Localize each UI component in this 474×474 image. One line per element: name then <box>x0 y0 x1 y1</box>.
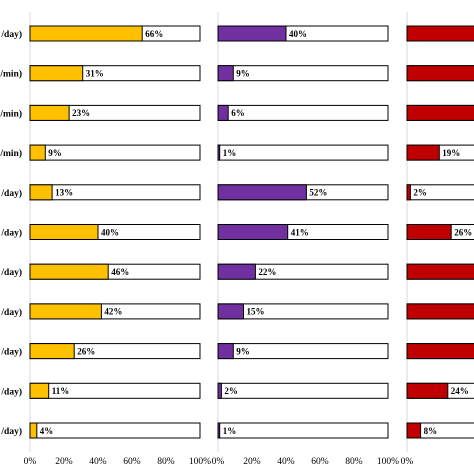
row-label: /day) <box>0 307 22 318</box>
bar-value <box>217 422 221 439</box>
bar-value <box>29 382 50 399</box>
bar-value <box>217 303 244 320</box>
bar-data-label: 2% <box>224 386 238 396</box>
bar-data-label: 9% <box>236 346 250 356</box>
bar-data-label: 41% <box>291 227 309 237</box>
x-tick-label: 80% <box>345 457 363 467</box>
bar-data-label: 26% <box>454 227 472 237</box>
bar-data-label: 9% <box>48 148 62 158</box>
row-label: /day) <box>0 188 22 199</box>
x-tick-label: 20% <box>243 457 261 467</box>
bar-value <box>406 224 452 240</box>
x-tick-label: 100% <box>189 457 211 467</box>
bar-remainder <box>217 422 389 439</box>
bar-value <box>29 343 75 360</box>
bar-data-label: 15% <box>247 307 265 317</box>
bar-value <box>406 303 474 320</box>
bar-remainder <box>217 144 389 161</box>
x-tick-label: 20% <box>55 457 73 467</box>
x-tick-label: 60% <box>123 457 141 467</box>
x-tick-label: 0% <box>24 457 37 467</box>
row-label: /day) <box>0 347 22 358</box>
bar-data-label: 9% <box>236 69 250 79</box>
x-tick-label: 0% <box>212 457 225 467</box>
bar-data-label: 2% <box>413 188 427 198</box>
row-label: /min) <box>0 148 22 159</box>
x-tick-label: 0% <box>401 457 414 467</box>
row-label: /day) <box>0 267 22 278</box>
bar-value <box>29 144 46 161</box>
row-label: /day) <box>0 29 22 40</box>
bar-remainder <box>29 422 201 439</box>
bar-data-label: 23% <box>72 108 90 118</box>
bar-value <box>29 104 70 121</box>
row-label: /day) <box>0 426 22 437</box>
bar-value <box>29 303 102 320</box>
bar-data-label: 1% <box>223 148 237 158</box>
bar-value <box>406 382 449 399</box>
bar-value <box>29 25 143 42</box>
bar-value <box>406 422 422 439</box>
bar-value <box>217 224 289 240</box>
bar-data-label: 13% <box>55 188 73 198</box>
bar-remainder <box>217 382 389 399</box>
bar-data-label: 6% <box>231 108 245 118</box>
bar-value <box>217 382 222 399</box>
bar-value <box>406 104 474 121</box>
bar-data-label: 46% <box>111 267 129 277</box>
x-tick-label: 60% <box>311 457 329 467</box>
bar-value <box>406 65 474 82</box>
bar-value <box>217 343 234 360</box>
bar-value <box>406 144 440 161</box>
row-label: /min) <box>0 69 22 80</box>
bar-value <box>29 65 84 82</box>
row-label: /min) <box>0 108 22 119</box>
bar-data-label: 31% <box>86 69 104 79</box>
bar-data-label: 8% <box>424 426 438 436</box>
bar-value <box>29 224 99 240</box>
bar-data-label: 24% <box>451 386 469 396</box>
x-tick-label: 80% <box>157 457 175 467</box>
bar-data-label: 66% <box>145 29 163 39</box>
bar-data-label: 22% <box>258 267 276 277</box>
x-tick-label: 40% <box>89 457 107 467</box>
bar-data-label: 4% <box>40 426 54 436</box>
bar-value <box>29 263 109 280</box>
bar-value <box>406 343 474 360</box>
row-label: /day) <box>0 386 22 397</box>
bar-data-label: 1% <box>223 426 237 436</box>
bar-data-label: 52% <box>309 188 327 198</box>
bar-value <box>29 422 38 439</box>
x-tick-label: 100% <box>377 457 399 467</box>
bar-data-label: 11% <box>52 386 70 396</box>
bar-value <box>406 184 411 201</box>
bar-value <box>29 184 53 201</box>
bar-data-label: 42% <box>104 307 122 317</box>
bar-data-label: 19% <box>442 148 460 158</box>
bar-value <box>217 104 229 121</box>
bar-data-label: 40% <box>101 227 119 237</box>
bar-value <box>217 65 234 82</box>
bar-value <box>217 263 256 280</box>
bar-data-label: 40% <box>289 29 307 39</box>
bar-data-label: 26% <box>77 346 95 356</box>
bar-value <box>217 144 221 161</box>
bar-value <box>217 25 287 42</box>
x-tick-label: 40% <box>277 457 295 467</box>
row-label: /day) <box>0 228 22 239</box>
bar-value <box>406 263 474 280</box>
bar-value <box>217 184 307 201</box>
bar-value <box>406 25 474 42</box>
